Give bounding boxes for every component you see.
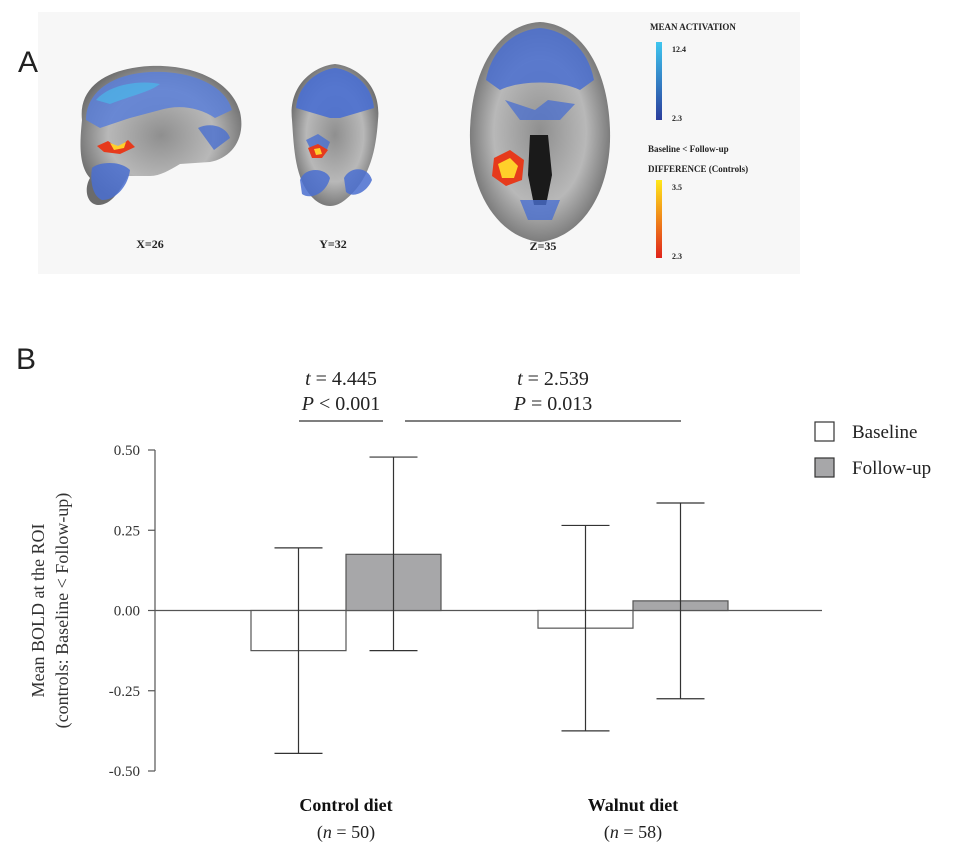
legend-swatch-0 — [814, 421, 835, 442]
category-label-1: Walnut diet — [588, 795, 679, 815]
category-labels: Control diet (n = 50) Walnut diet (n = 58) — [299, 795, 678, 843]
bar-chart: 0.50 0.25 0.00 -0.25 -0.50 t = 4.445 P < 0.00… — [28, 368, 931, 843]
difference-min: 2.3 — [672, 252, 682, 261]
category-n-1: (n = 58) — [604, 822, 662, 843]
panel-b-letter: B — [16, 343, 37, 376]
difference-colorbar — [656, 180, 662, 258]
mean-activation-max: 12.4 — [672, 45, 686, 54]
slice-label-x: X=26 — [136, 237, 164, 251]
error-bars — [274, 456, 705, 754]
y-axis-label-line-1: Mean BOLD at the ROI — [28, 524, 48, 698]
coronal-brain-image — [291, 64, 379, 206]
mean-activation-title: MEAN ACTIVATION — [650, 22, 736, 32]
slice-label-y: Y=32 — [319, 237, 347, 251]
panel-a-letter: A — [18, 46, 39, 79]
mean-activation-colorbar — [656, 42, 662, 120]
y-axis-ticks: 0.50 0.25 0.00 -0.25 -0.50 — [109, 443, 155, 780]
axial-brain-image — [469, 22, 611, 242]
sagittal-brain-image — [80, 65, 242, 205]
difference-max: 3.5 — [672, 183, 682, 192]
y-tick-label: -0.25 — [109, 684, 140, 700]
y-tick-label: 0.00 — [114, 604, 140, 620]
bars — [250, 553, 729, 652]
slice-label-z: Z=35 — [530, 239, 557, 253]
legend-label-1: Follow-up — [852, 458, 931, 479]
chart-legend: Baseline Follow-up — [814, 421, 931, 479]
category-label-0: Control diet — [299, 795, 392, 815]
difference-title-line-2: DIFFERENCE (Controls) — [648, 164, 748, 174]
difference-title-line-1: Baseline < Follow-up — [648, 144, 729, 154]
legend-label-0: Baseline — [852, 422, 917, 443]
category-n-0: (n = 50) — [317, 822, 375, 843]
y-tick-label: 0.25 — [114, 523, 140, 539]
comparison-brackets: t = 4.445 P < 0.001 t = 2.539 P = 0.013 — [299, 368, 681, 422]
y-tick-label: -0.50 — [109, 764, 140, 780]
comparison-t-value-0: t = 4.445 — [305, 368, 377, 390]
legend-swatch-1 — [814, 457, 835, 478]
comparison-p-value-0: P < 0.001 — [301, 393, 381, 415]
comparison-t-value-1: t = 2.539 — [517, 368, 589, 390]
y-tick-label: 0.50 — [114, 443, 140, 459]
mean-activation-min: 2.3 — [672, 114, 682, 123]
comparison-p-value-1: P = 0.013 — [513, 393, 593, 415]
y-axis-label-line-2: (controls: Baseline < Follow-up) — [52, 493, 73, 729]
